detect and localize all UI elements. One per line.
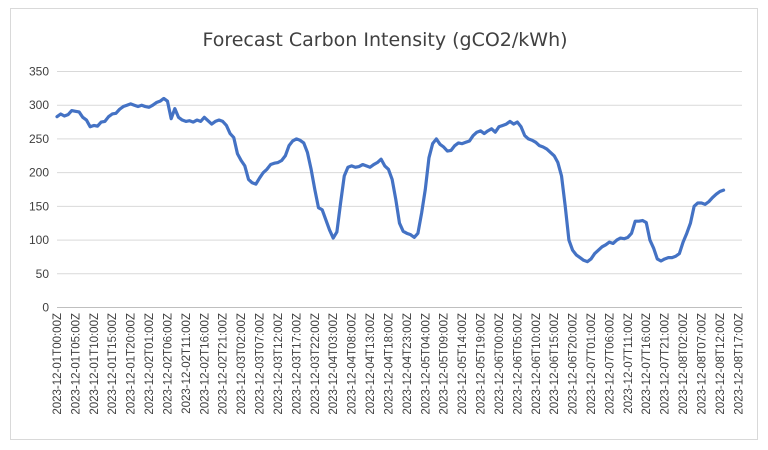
x-tick-label: 2023-12-01T20:00Z [126,313,138,415]
y-tick-label: 250 [29,132,49,146]
x-tick-label: 2023-12-03T12:00Z [273,313,285,415]
x-tick-label: 2023-12-08T02:00Z [678,313,690,415]
x-tick-label: 2023-12-01T05:00Z [70,313,82,415]
y-axis-tick-labels: 0 50 100 150 200 250 300 350 [29,65,49,315]
y-tick-label: 350 [29,65,49,79]
x-tick-label: 2023-12-02T11:00Z [181,313,193,414]
x-tick-label: 2023-12-03T17:00Z [291,313,303,415]
x-tick-label: 2023-12-01T15:00Z [107,313,119,415]
y-tick-label: 0 [42,301,49,315]
x-tick-label: 2023-12-04T08:00Z [347,313,359,415]
x-tick-label: 2023-12-02T21:00Z [218,313,230,415]
x-tick-label: 2023-12-04T13:00Z [365,313,377,415]
x-tick-label: 2023-12-08T17:00Z [733,313,745,415]
x-tick-label: 2023-12-05T04:00Z [420,313,432,415]
x-tick-label: 2023-12-07T21:00Z [660,313,672,415]
x-axis-tick-labels: 2023-12-01T00:00Z 2023-12-01T05:00Z 2023-1… [52,313,745,415]
x-tick-label: 2023-12-03T22:00Z [310,313,322,415]
x-tick-label: 2023-12-05T19:00Z [476,313,488,415]
x-tick-label: 2023-12-03T07:00Z [255,313,267,415]
y-tick-label: 50 [36,267,50,281]
x-tick-label: 2023-12-04T23:00Z [402,313,414,415]
x-tick-label: 2023-12-06T05:00Z [512,313,524,415]
x-tick-label: 2023-12-06T15:00Z [549,313,561,415]
x-tick-label: 2023-12-04T18:00Z [383,313,395,415]
gridlines [57,71,742,308]
x-tick-label: 2023-12-03T02:00Z [236,313,248,415]
y-tick-label: 100 [29,233,49,247]
x-tick-label: 2023-12-07T01:00Z [586,313,598,415]
x-tick-label: 2023-12-01T00:00Z [52,313,64,415]
series-line [55,96,726,264]
x-tick-label: 2023-12-05T09:00Z [439,313,451,415]
x-tick-label: 2023-12-04T03:00Z [328,313,340,415]
x-tick-label: 2023-12-01T10:00Z [89,313,101,415]
x-tick-label: 2023-12-06T10:00Z [531,313,543,415]
x-tick-label: 2023-12-07T11:00Z [623,313,635,414]
x-tick-label: 2023-12-08T12:00Z [715,313,727,415]
x-tick-label: 2023-12-06T20:00Z [568,313,580,415]
chart-title: Forecast Carbon Intensity (gCO2/kWh) [202,29,567,51]
x-tick-label: 2023-12-06T00:00Z [494,313,506,415]
y-tick-label: 200 [29,166,49,180]
x-tick-label: 2023-12-02T06:00Z [162,313,174,415]
y-tick-label: 150 [29,199,49,213]
x-tick-label: 2023-12-07T16:00Z [641,313,653,415]
x-tick-label: 2023-12-08T07:00Z [696,313,708,415]
y-tick-label: 300 [29,98,49,112]
x-tick-label: 2023-12-02T16:00Z [199,313,211,415]
x-tick-label: 2023-12-02T01:00Z [144,313,156,415]
x-tick-label: 2023-12-07T06:00Z [604,313,616,415]
x-tick-label: 2023-12-05T14:00Z [457,313,469,415]
